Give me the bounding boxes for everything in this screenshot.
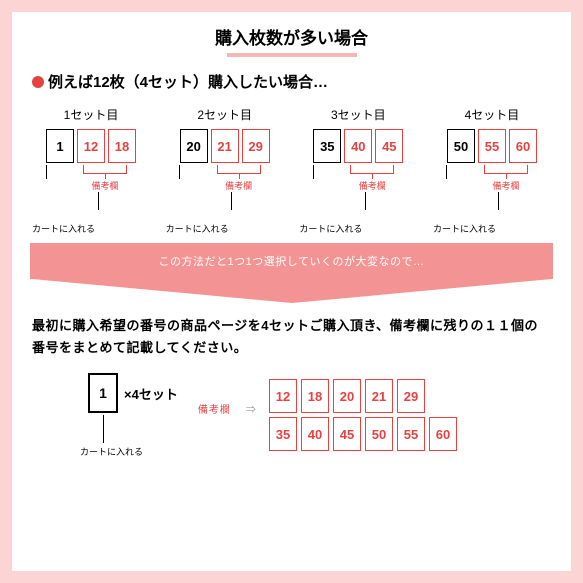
boxes: 354045 (313, 129, 403, 163)
sets-row: 1セット目 11218 備考欄カートに入れる 2セット目 202129 備考欄カートに入れ… (32, 106, 551, 235)
arrow-right-icon: ⇒ (246, 405, 257, 416)
note-label: 備考欄 (461, 179, 551, 192)
bullet-icon (32, 76, 44, 88)
extra-number: 12 (77, 129, 105, 163)
extra-number: 40 (344, 129, 372, 163)
cart-label: カートに入れる (166, 222, 284, 235)
grid-number: 12 (269, 379, 297, 413)
note-label-bottom: 備考欄 ⇒ (198, 401, 257, 416)
info-card: 購入枚数が多い場合 例えば12枚（4セット）購入したい場合… 1セット目1121… (0, 0, 583, 583)
grid-number: 50 (365, 417, 393, 451)
connector-line (446, 165, 447, 179)
set-label: 3セット目 (331, 106, 386, 123)
cart-label: カートに入れる (299, 222, 417, 235)
connector-line (313, 165, 314, 179)
extra-number: 60 (509, 129, 537, 163)
set-label: 4セット目 (465, 106, 520, 123)
cart-label: カートに入れる (32, 222, 150, 235)
connector-line (103, 415, 104, 443)
bracket-icon (77, 165, 133, 179)
connector-line (179, 165, 180, 179)
note-label: 備考欄 (327, 179, 417, 192)
bottom-row: 1 ×4セット カートに入れる 備考欄 ⇒ 1218202129 3540455… (32, 373, 551, 458)
numbers-grid: 1218202129 354045505560 (269, 379, 457, 451)
set-column: 3セット目 354045 備考欄カートに入れる (299, 106, 417, 235)
grid-row-1: 1218202129 (269, 379, 457, 413)
extra-number: 18 (108, 129, 136, 163)
arrow-banner: この方法だと1つ1つ選択していくのが大変なので… (30, 243, 553, 305)
grid-row-2: 354045505560 (269, 417, 457, 451)
grid-number: 20 (333, 379, 361, 413)
set-column: 2セット目 202129 備考欄カートに入れる (166, 106, 284, 235)
main-number-box: 1 (88, 373, 118, 413)
grid-number: 35 (269, 417, 297, 451)
instruction-text: 最初に購入希望の番号の商品ページを4セットご購入頂き、備考欄に残りの１１個の番号… (32, 315, 551, 359)
bracket-icon (478, 165, 534, 179)
grid-number: 21 (365, 379, 393, 413)
example-text: 例えば12枚（4セット）購入したい場合… (48, 71, 328, 92)
arrow-head-icon (32, 279, 552, 303)
note-label: 備考欄 (60, 179, 150, 192)
extra-number: 45 (375, 129, 403, 163)
main-number: 50 (447, 129, 475, 163)
set-column: 4セット目 505560 備考欄カートに入れる (433, 106, 551, 235)
example-heading: 例えば12枚（4セット）購入したい場合… (32, 71, 551, 92)
cart-label: カートに入れる (80, 445, 178, 458)
extra-number: 29 (242, 129, 270, 163)
extra-number: 55 (478, 129, 506, 163)
note-label: 備考欄 (194, 179, 284, 192)
set-label: 1セット目 (64, 106, 119, 123)
arrow-text: この方法だと1つ1つ選択していくのが大変なので… (30, 243, 553, 279)
set-column: 1セット目 11218 備考欄カートに入れる (32, 106, 150, 235)
extra-number: 21 (211, 129, 239, 163)
connector-line (46, 165, 47, 179)
grid-number: 40 (301, 417, 329, 451)
title-underline (227, 53, 357, 57)
cart-label: カートに入れる (433, 222, 551, 235)
grid-number: 55 (397, 417, 425, 451)
connector-line (98, 192, 99, 210)
boxes: 11218 (46, 129, 136, 163)
grid-number: 60 (429, 417, 457, 451)
grid-number: 18 (301, 379, 329, 413)
connector-line (365, 192, 366, 210)
grid-number: 45 (333, 417, 361, 451)
main-number: 35 (313, 129, 341, 163)
times-text: ×4セット (124, 384, 178, 403)
set-label: 2セット目 (197, 106, 252, 123)
grid-number: 29 (397, 379, 425, 413)
boxes: 202129 (180, 129, 270, 163)
boxes: 505560 (447, 129, 537, 163)
connector-line (231, 192, 232, 210)
main-number: 20 (180, 129, 208, 163)
title: 購入枚数が多い場合 (32, 24, 551, 49)
bracket-icon (211, 165, 267, 179)
bottom-left: 1 ×4セット カートに入れる (32, 373, 178, 458)
connector-line (498, 192, 499, 210)
bracket-icon (344, 165, 400, 179)
main-number: 1 (46, 129, 74, 163)
